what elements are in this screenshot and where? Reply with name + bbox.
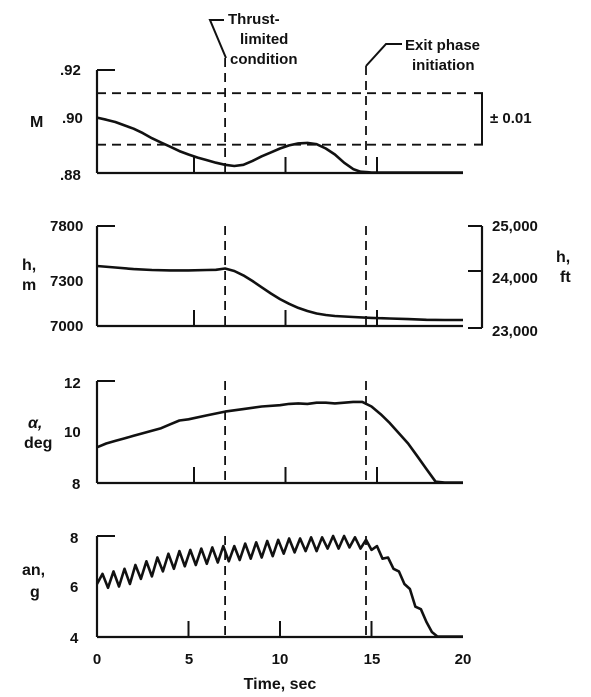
ytick-label-alpha-12: 12 bbox=[64, 375, 81, 392]
annotation-exit-line1: Exit phase bbox=[405, 37, 480, 54]
xtick-label-20: 20 bbox=[455, 651, 472, 668]
plot-layer bbox=[95, 58, 484, 639]
annotations: Thrust- limited condition Exit phase ini… bbox=[208, 11, 480, 74]
x-axis-label: Time, sec bbox=[244, 676, 317, 693]
panel-alpha: α, deg 12 10 8 bbox=[24, 375, 81, 493]
ytick-label-an-8: 8 bbox=[70, 530, 78, 547]
xtick-label-5: 5 bbox=[185, 651, 193, 668]
right-ylabel-line1: h, bbox=[556, 249, 570, 266]
right-tick-label-24000: 24,000 bbox=[492, 270, 538, 287]
ytick-label-alpha-8: 8 bbox=[72, 476, 80, 493]
panel-altitude: h, m 7800 7300 7000 25,000 24,000 23,000… bbox=[22, 218, 571, 340]
ytick-label-mach-top: .92 bbox=[60, 62, 81, 79]
ylabel-mach: M bbox=[30, 114, 43, 131]
ytick-label-mach-mid: .90 bbox=[62, 110, 83, 127]
panel-mach-marks bbox=[95, 58, 483, 175]
ytick-label-alpha-10: 10 bbox=[64, 424, 81, 441]
band-bracket bbox=[474, 92, 483, 146]
right-ylabel-line2: ft bbox=[560, 269, 571, 286]
annotation-thrust-line2: limited bbox=[240, 31, 288, 48]
annotation-thrust-leader bbox=[208, 19, 227, 59]
ylabel-alpha-line2: deg bbox=[24, 435, 52, 452]
panel-alpha-marks bbox=[95, 380, 463, 485]
annotation-exit-leader bbox=[365, 43, 402, 67]
ytick-label-alt-7800: 7800 bbox=[50, 218, 83, 235]
series-line-mach bbox=[96, 116, 463, 174]
ytick-label-alt-7300: 7300 bbox=[50, 273, 83, 290]
ytick-label-an-6: 6 bbox=[70, 579, 78, 596]
xtick-label-0: 0 bbox=[93, 651, 101, 668]
panel-normal-accel-marks bbox=[95, 534, 463, 639]
panel-altitude-marks bbox=[95, 225, 484, 329]
panel-normal-accel: an, g 8 6 4 0 5 10 15 20 Time, sec bbox=[22, 530, 471, 693]
ytick-label-an-4: 4 bbox=[70, 630, 79, 647]
xtick-label-15: 15 bbox=[364, 651, 381, 668]
right-tick-label-23000: 23,000 bbox=[492, 323, 538, 340]
xtick-label-10: 10 bbox=[272, 651, 289, 668]
series-line-normal-accel bbox=[95, 534, 463, 638]
ylabel-alpha-line1: α, bbox=[28, 415, 42, 432]
panel-mach: M .92 .90 .88 ± 0.01 bbox=[30, 62, 532, 184]
right-tick-label-25000: 25,000 bbox=[492, 218, 538, 235]
series-line-alpha bbox=[96, 400, 463, 484]
annotation-thrust-line1: Thrust- bbox=[228, 11, 280, 28]
annotation-exit-line2: initiation bbox=[412, 57, 475, 74]
band-label: ± 0.01 bbox=[490, 110, 532, 127]
ytick-label-alt-7000: 7000 bbox=[50, 318, 83, 335]
ylabel-an-line1: an, bbox=[22, 562, 45, 579]
annotation-thrust-line3: condition bbox=[230, 51, 298, 68]
ylabel-an-line2: g bbox=[30, 584, 40, 601]
ylabel-altitude-m-line2: m bbox=[22, 277, 36, 294]
ytick-label-mach-bottom: .88 bbox=[60, 167, 81, 184]
series-line-altitude bbox=[96, 264, 463, 322]
ylabel-altitude-m-line1: h, bbox=[22, 257, 36, 274]
